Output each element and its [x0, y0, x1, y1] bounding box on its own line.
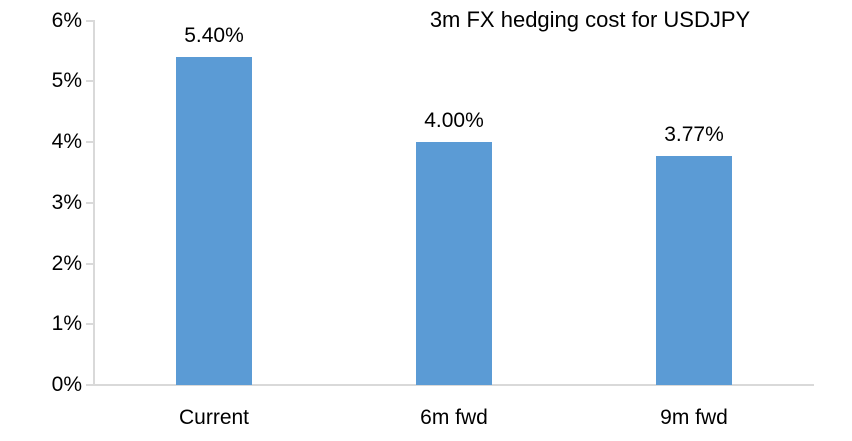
x-category-label: 9m fwd [660, 406, 728, 429]
y-tick-label: 5% [51, 69, 82, 93]
y-axis-line [93, 20, 95, 385]
y-tick-label: 3% [51, 190, 82, 214]
x-category-label: Current [178, 406, 250, 429]
y-tick-label: 6% [51, 8, 82, 32]
bar-value-label: 3.77% [664, 122, 724, 146]
x-category-label: 6m fwd [420, 406, 488, 429]
y-tick [86, 323, 93, 326]
bar-value-label: 5.40% [184, 23, 244, 47]
y-tick-label: 0% [51, 373, 82, 396]
y-tick [86, 384, 93, 386]
chart-title: 3m FX hedging cost for USDJPY [429, 7, 751, 32]
y-tick-label: 4% [51, 130, 82, 153]
y-tick [86, 19, 93, 22]
y-tick [86, 80, 93, 83]
bar [416, 142, 492, 385]
y-tick [86, 141, 93, 143]
y-tick [86, 262, 93, 265]
y-tick [86, 201, 93, 204]
y-tick-label: 1% [51, 312, 82, 336]
x-axis-line [86, 384, 814, 386]
bar [176, 56, 252, 385]
bar-value-label: 4.00% [424, 109, 484, 132]
bar [656, 155, 732, 385]
y-tick-label: 2% [51, 251, 82, 275]
